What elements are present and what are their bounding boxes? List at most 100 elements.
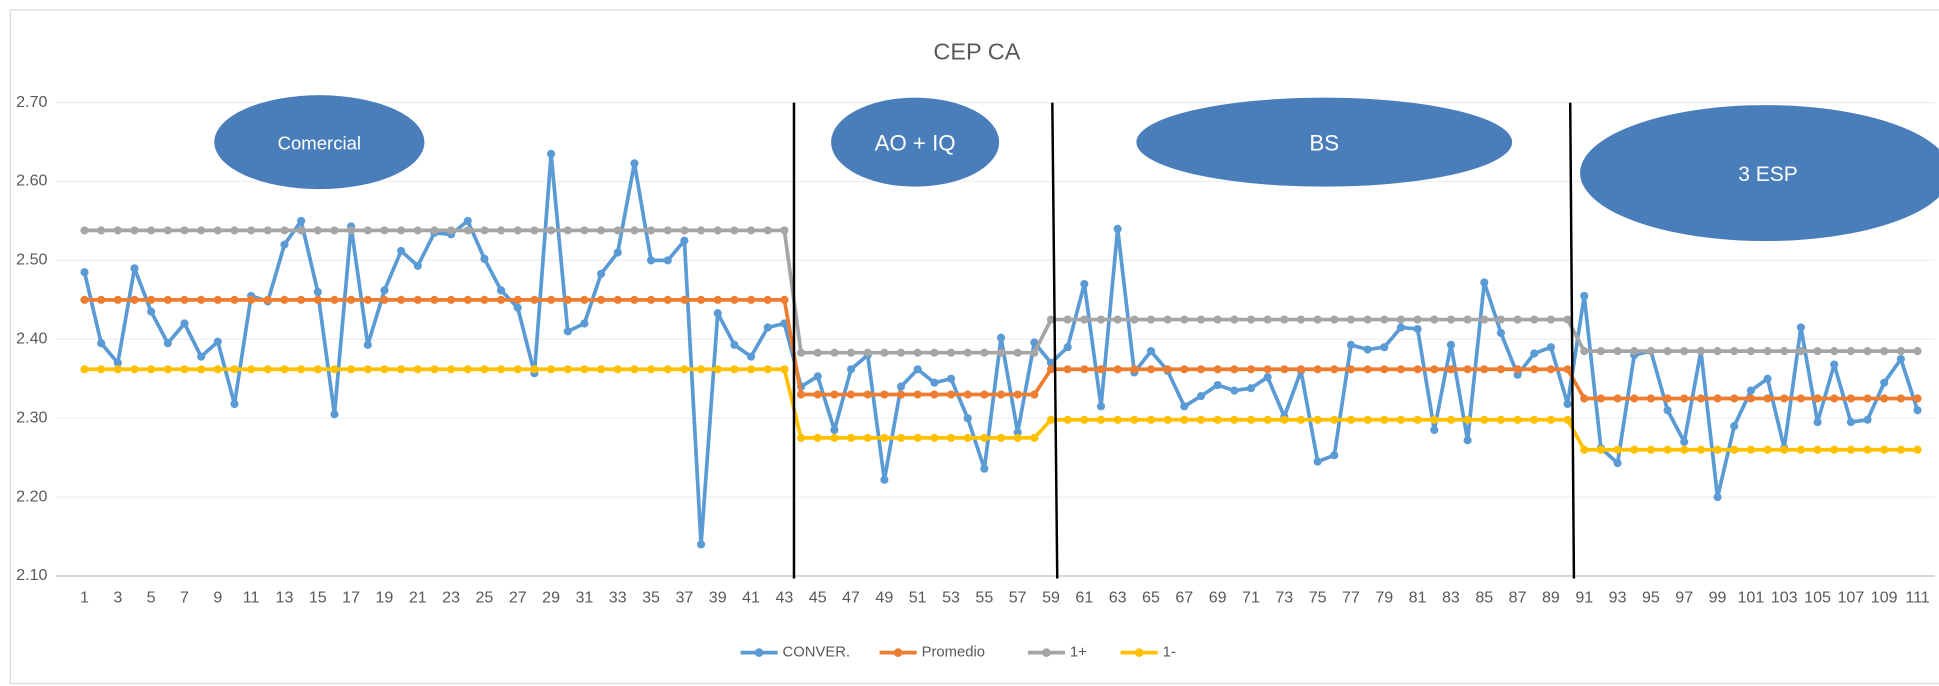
data-point <box>1046 415 1056 424</box>
data-point <box>863 433 872 442</box>
data-point <box>1430 425 1439 435</box>
data-point <box>1680 394 1689 403</box>
data-point <box>630 365 639 374</box>
data-point <box>1113 224 1122 233</box>
data-point <box>996 433 1006 442</box>
data-point <box>1796 347 1805 356</box>
data-point <box>447 226 456 235</box>
x-tick-label: 31 <box>575 588 593 606</box>
data-point <box>730 295 739 304</box>
data-point <box>1563 399 1572 409</box>
data-point <box>1763 445 1772 454</box>
data-point <box>1430 415 1439 424</box>
x-tick-label: 37 <box>675 588 693 606</box>
data-point <box>480 226 489 235</box>
data-point <box>1363 415 1372 424</box>
data-point <box>1163 315 1172 324</box>
data-point <box>1596 347 1606 356</box>
data-point <box>247 365 256 374</box>
data-point <box>263 365 272 374</box>
data-point <box>413 295 422 304</box>
data-point <box>846 348 856 357</box>
data-point <box>380 365 389 374</box>
data-point <box>946 390 956 399</box>
data-point <box>1646 445 1655 454</box>
data-point <box>830 390 839 399</box>
data-point <box>97 339 106 348</box>
data-point <box>363 365 372 374</box>
data-point <box>613 295 622 304</box>
data-point <box>580 365 589 374</box>
data-point <box>463 216 472 226</box>
data-point <box>930 433 939 442</box>
data-point <box>696 295 706 304</box>
data-point <box>1580 445 1589 454</box>
x-tick-label: 7 <box>180 588 189 606</box>
data-point <box>963 433 972 442</box>
data-point <box>1746 394 1755 403</box>
data-point <box>1113 365 1122 374</box>
data-point <box>746 226 756 235</box>
data-point <box>813 390 822 399</box>
data-point <box>1896 354 1905 364</box>
data-point <box>347 295 356 304</box>
data-point <box>1713 493 1722 502</box>
data-point <box>213 226 222 235</box>
data-point <box>1530 415 1539 424</box>
data-point <box>980 390 989 399</box>
data-point <box>1430 365 1439 374</box>
data-point <box>497 365 506 374</box>
data-point <box>1196 392 1206 401</box>
legend-marker <box>893 648 903 657</box>
data-point <box>1396 323 1406 332</box>
annotation-shape <box>1136 97 1513 187</box>
data-point <box>1063 415 1072 424</box>
x-tick-label: 55 <box>975 588 993 606</box>
data-point <box>1763 394 1772 403</box>
data-point <box>280 295 289 304</box>
data-point <box>1463 315 1472 324</box>
data-point <box>763 295 772 304</box>
y-tick-label: 2.40 <box>16 330 47 348</box>
data-point <box>1346 340 1356 349</box>
x-tick-label: 63 <box>1109 588 1127 606</box>
data-point <box>946 433 956 442</box>
data-point <box>730 340 739 349</box>
data-point <box>863 390 872 399</box>
data-point <box>413 226 422 235</box>
data-point <box>480 365 489 374</box>
x-tick-label: 93 <box>1609 588 1627 606</box>
data-point <box>130 226 139 235</box>
data-point <box>313 295 322 304</box>
data-point <box>1663 347 1672 356</box>
data-point <box>413 365 422 374</box>
data-point <box>80 295 89 304</box>
data-point <box>180 226 189 235</box>
data-point <box>913 390 922 399</box>
x-tick-label: 33 <box>609 588 627 606</box>
data-point <box>1780 445 1789 454</box>
data-point <box>480 254 489 263</box>
data-point <box>1413 324 1422 334</box>
data-point <box>1080 365 1089 374</box>
data-point <box>1580 291 1589 300</box>
annotation-shape <box>214 95 425 190</box>
data-point <box>1313 315 1322 324</box>
data-point <box>646 226 656 235</box>
data-point <box>780 295 789 304</box>
data-point <box>1113 315 1122 324</box>
data-point <box>613 365 622 374</box>
data-point <box>1513 315 1522 324</box>
data-point <box>880 390 889 399</box>
data-point <box>1180 315 1189 324</box>
data-point <box>530 295 539 304</box>
data-point <box>1363 315 1372 324</box>
data-point <box>1630 347 1639 356</box>
data-point <box>1263 373 1272 382</box>
data-point <box>547 149 556 158</box>
data-point <box>1830 360 1839 369</box>
data-point <box>1230 386 1239 395</box>
data-point <box>1330 415 1339 424</box>
data-point <box>1630 394 1639 403</box>
